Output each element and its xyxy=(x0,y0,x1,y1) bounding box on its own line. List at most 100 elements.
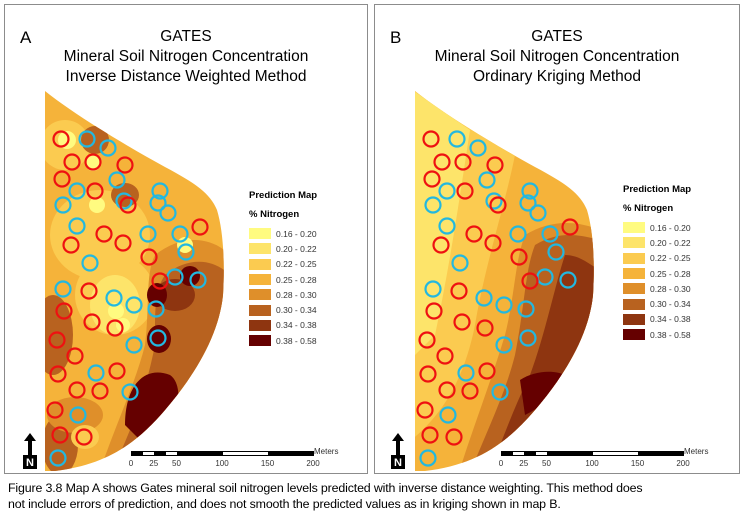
sample-point-red xyxy=(75,428,93,446)
scale-tick-label: 50 xyxy=(172,459,181,468)
scale-tick-label: 0 xyxy=(498,459,504,468)
sample-point-blue xyxy=(189,271,207,289)
sample-point-blue xyxy=(125,296,143,314)
legend-label: 0.22 - 0.25 xyxy=(276,259,317,270)
sample-point-blue xyxy=(87,364,105,382)
sample-point-red xyxy=(119,196,137,214)
sample-point-blue xyxy=(68,182,86,200)
surface-zone xyxy=(415,91,470,365)
legend-item: 0.34 - 0.38 xyxy=(623,312,691,327)
sample-point-blue xyxy=(478,171,496,189)
map-title-block: GATES Mineral Soil Nitrogen Concentratio… xyxy=(5,27,367,87)
legend-label: 0.25 - 0.28 xyxy=(276,274,317,285)
sample-point-blue xyxy=(121,383,139,401)
sample-point-red xyxy=(116,156,134,174)
legend-label: 0.25 - 0.28 xyxy=(650,268,691,279)
legend-swatch xyxy=(249,319,271,331)
figure-caption: Figure 3.8 Map A shows Gates mineral soi… xyxy=(8,480,748,512)
scale-tick-label: 0 xyxy=(128,459,134,468)
legend-label: 0.16 - 0.20 xyxy=(650,222,691,233)
surface-zone xyxy=(45,295,73,375)
sample-point-blue xyxy=(541,225,559,243)
legend-classes: 0.16 - 0.20 0.20 - 0.22 0.22 - 0.25 0.25 - … xyxy=(249,226,317,348)
legend-item: 0.25 - 0.28 xyxy=(249,272,317,287)
sample-point-blue xyxy=(49,449,67,467)
legend-label: 0.20 - 0.22 xyxy=(276,243,317,254)
sample-point-blue xyxy=(469,139,487,157)
scale-segment xyxy=(592,451,639,456)
map-panel-a: A GATES Mineral Soil Nitrogen Concentrat… xyxy=(4,4,368,474)
legend-classes: 0.16 - 0.20 0.20 - 0.22 0.22 - 0.25 0.25 - … xyxy=(623,220,691,342)
sample-point-blue xyxy=(419,449,437,467)
sample-point-blue xyxy=(424,280,442,298)
scale-segment xyxy=(637,451,684,456)
legend-swatch xyxy=(623,237,645,249)
sample-point-blue xyxy=(125,336,143,354)
legend-swatch xyxy=(623,283,645,295)
map-panel-b: B GATES Mineral Soil Nitrogen Concentrat… xyxy=(374,4,740,474)
sample-point-blue xyxy=(69,406,87,424)
sample-point-blue xyxy=(149,329,167,347)
scale-units: Meters xyxy=(314,447,339,456)
sample-point-blue xyxy=(485,192,503,210)
sample-point-blue xyxy=(438,182,456,200)
legend-label: 0.28 - 0.30 xyxy=(650,283,691,294)
legend-item: 0.38 - 0.58 xyxy=(623,327,691,342)
sample-point-blue xyxy=(54,280,72,298)
scale-segment xyxy=(546,451,593,456)
sample-point-red xyxy=(62,236,80,254)
sample-point-blue xyxy=(54,196,72,214)
scale-tick-label: 25 xyxy=(149,459,159,468)
sample-point-blue xyxy=(177,243,195,261)
sample-points xyxy=(46,130,209,467)
sample-point-red xyxy=(419,365,437,383)
idw-prediction-map xyxy=(45,91,224,471)
sample-point-blue xyxy=(115,192,133,210)
map-title: GATES xyxy=(160,28,212,45)
legend-swatch xyxy=(249,258,271,270)
sample-point-red xyxy=(48,331,66,349)
sample-point-red xyxy=(421,426,439,444)
sample-point-blue xyxy=(559,271,577,289)
sample-point-red xyxy=(454,153,472,171)
sample-point-blue xyxy=(108,171,126,189)
sample-point-blue xyxy=(457,364,475,382)
sample-point-blue xyxy=(509,225,527,243)
sample-point-red xyxy=(450,282,468,300)
sample-point-red xyxy=(425,302,443,320)
sample-point-blue xyxy=(547,243,565,261)
north-label: N xyxy=(394,457,402,469)
legend-label: 0.20 - 0.22 xyxy=(650,237,691,248)
sample-point-red xyxy=(91,382,109,400)
sample-point-blue xyxy=(159,204,177,222)
legend-label: 0.34 - 0.38 xyxy=(650,314,691,325)
legend-item: 0.34 - 0.38 xyxy=(249,318,317,333)
north-arrow-icon: N xyxy=(23,433,37,469)
sample-point-red xyxy=(438,381,456,399)
panel-letter: A xyxy=(20,28,32,47)
scale-tick-label: 150 xyxy=(260,459,275,468)
sample-point-red xyxy=(51,426,69,444)
sample-point-red xyxy=(83,313,101,331)
legend-swatch xyxy=(623,313,645,325)
map-method: Ordinary Kriging Method xyxy=(473,68,641,85)
sample-point-red xyxy=(68,381,86,399)
legend-item: 0.38 - 0.58 xyxy=(249,333,317,348)
legend-label: 0.30 - 0.34 xyxy=(276,305,317,316)
scale-segment xyxy=(222,451,269,456)
sample-point-blue xyxy=(68,217,86,235)
sample-point-blue xyxy=(529,204,547,222)
map-subtitle: Mineral Soil Nitrogen Concentration xyxy=(434,48,680,65)
sample-point-red xyxy=(461,382,479,400)
sample-point-red xyxy=(418,331,436,349)
sample-point-red xyxy=(140,248,158,266)
caption-line-1: Figure 3.8 Map A shows Gates mineral soi… xyxy=(8,481,643,495)
surface-zone xyxy=(89,197,105,213)
legend-swatch xyxy=(249,335,271,347)
legend-subtitle: % Nitrogen xyxy=(249,209,300,220)
scale-tick-label: 50 xyxy=(542,459,551,468)
sample-point-red xyxy=(86,182,104,200)
sample-point-red xyxy=(486,156,504,174)
legend: Prediction Map % Nitrogen 0.16 - 0.20 0.2… xyxy=(623,184,691,342)
sample-point-blue xyxy=(81,254,99,272)
